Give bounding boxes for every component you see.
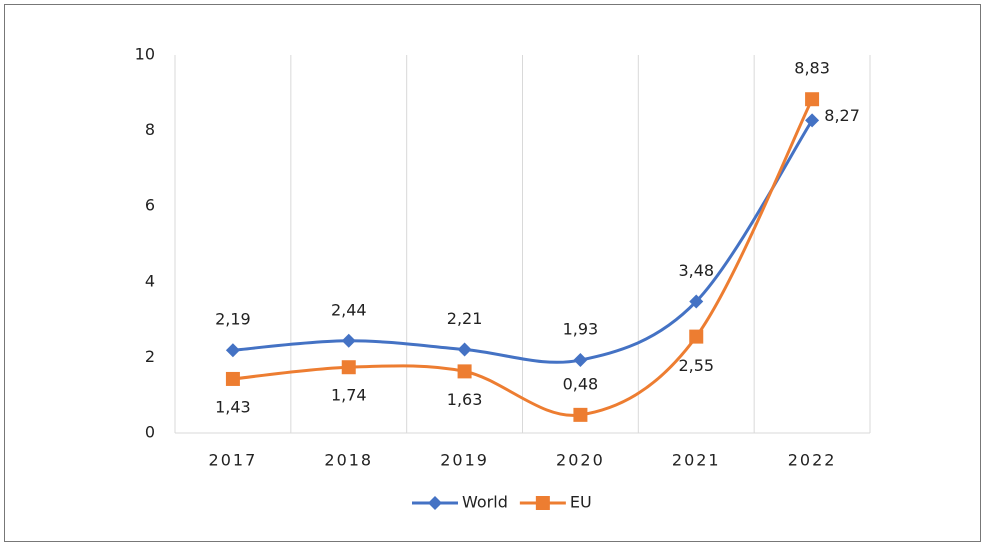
data-label: 2,19: [215, 310, 251, 329]
data-label: 2,21: [447, 309, 483, 328]
x-tick-label: 2019: [440, 451, 489, 470]
legend-marker: [428, 496, 442, 510]
data-label: 0,48: [563, 374, 599, 393]
data-label: 1,74: [331, 386, 367, 405]
point-marker: [573, 407, 588, 422]
data-label: 1,63: [447, 390, 483, 409]
legend-label: EU: [570, 493, 592, 512]
x-tick-label: 2021: [672, 451, 721, 470]
data-label: 3,48: [678, 261, 714, 280]
point-marker: [457, 364, 472, 379]
y-tick-label: 4: [145, 271, 155, 290]
y-tick-label: 10: [135, 45, 155, 64]
point-marker: [573, 353, 588, 368]
point-marker: [689, 329, 704, 344]
legend-marker: [535, 496, 550, 510]
data-label: 2,44: [331, 300, 367, 319]
point-marker: [805, 92, 820, 107]
y-tick-label: 0: [145, 423, 155, 442]
point-marker: [457, 342, 472, 357]
point-marker: [341, 333, 356, 348]
y-tick-label: 2: [145, 347, 155, 366]
point-marker: [225, 371, 240, 386]
data-label: 1,43: [215, 397, 251, 416]
x-tick-label: 2017: [209, 451, 258, 470]
data-label: 8,83: [794, 59, 830, 78]
data-label: 2,55: [678, 356, 714, 375]
x-tick-label: 2018: [324, 451, 373, 470]
legend-label: World: [462, 493, 508, 512]
data-label: 1,93: [563, 320, 599, 339]
point-marker: [805, 113, 820, 128]
y-tick-label: 8: [145, 120, 155, 139]
point-marker: [225, 343, 240, 358]
point-marker: [341, 360, 356, 375]
x-tick-label: 2022: [788, 451, 837, 470]
x-tick-label: 2020: [556, 451, 605, 470]
data-label: 8,27: [824, 106, 860, 125]
y-tick-label: 6: [145, 196, 155, 215]
point-marker: [689, 294, 704, 309]
